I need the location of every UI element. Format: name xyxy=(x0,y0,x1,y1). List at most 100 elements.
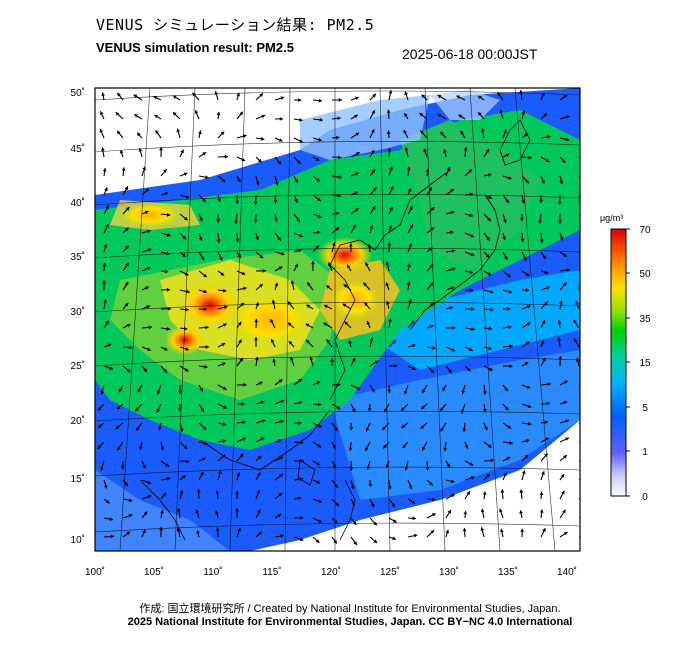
wind-arrow-head xyxy=(386,301,390,305)
wind-arrow-head xyxy=(143,368,147,372)
wind-arrow-head xyxy=(124,281,129,286)
wind-arrow-head xyxy=(521,110,526,115)
wind-arrow-head xyxy=(255,302,260,306)
wind-arrow-head xyxy=(463,147,468,151)
wind-arrow-head xyxy=(485,254,490,258)
wind-arrow-head xyxy=(470,233,474,238)
wind-arrow-head xyxy=(366,466,371,470)
wind-arrow-head xyxy=(488,346,492,351)
wind-arrow-head xyxy=(430,302,434,307)
wind-arrow-head xyxy=(437,95,442,99)
wind-arrow-head xyxy=(326,339,330,343)
wind-arrow-head xyxy=(527,421,532,426)
wind-arrow-head xyxy=(241,271,246,275)
wind-arrow-head xyxy=(222,422,227,427)
wind-arrow-head xyxy=(258,381,263,386)
wind-arrow-head xyxy=(235,200,240,205)
colorbar: μg/m³ 70 50 35 15 5 1 0 xyxy=(600,213,651,503)
wind-arrow-head xyxy=(99,128,104,133)
wind-arrow-head xyxy=(254,337,258,341)
wind-arrow-head xyxy=(176,527,181,532)
wind-arrow-head xyxy=(432,346,436,350)
wind-arrow-head xyxy=(558,220,562,224)
wind-arrow-head xyxy=(332,464,337,469)
wind-arrow-head xyxy=(178,390,182,394)
wind-arrow-head xyxy=(143,511,148,516)
wind-arrow-head xyxy=(521,200,526,204)
wind-arrow-head xyxy=(272,358,277,363)
pm25-field xyxy=(95,88,586,551)
wind-arrow-head xyxy=(337,116,341,121)
wind-arrow-head xyxy=(429,264,434,268)
wind-arrow-head xyxy=(159,147,163,151)
wind-arrow-head xyxy=(256,489,261,494)
wind-arrow-head xyxy=(505,153,510,158)
wind-arrow-head xyxy=(309,356,314,361)
copyright-line: 2025 National Institute for Environmenta… xyxy=(127,616,573,628)
wind-arrow-head xyxy=(367,408,372,412)
wind-arrow-head xyxy=(166,326,171,331)
wind-arrow-head xyxy=(507,273,511,278)
wind-arrow-head xyxy=(545,437,550,442)
wind-arrow-head xyxy=(155,130,159,134)
wind-arrow-head xyxy=(540,340,545,344)
wind-arrow-head xyxy=(317,230,321,235)
wind-arrow-head xyxy=(319,117,323,122)
wind-arrow-head xyxy=(101,92,105,96)
wind-arrow-head xyxy=(559,237,564,241)
wind-arrow-head xyxy=(307,282,311,286)
wind-arrow-head xyxy=(334,427,338,431)
wind-arrow-head xyxy=(451,249,456,253)
wind-arrow-head xyxy=(241,157,246,162)
wind-arrow-head xyxy=(336,405,341,410)
wind-arrow-head xyxy=(235,490,240,495)
wind-arrow-head xyxy=(429,481,433,486)
wind-arrow-head xyxy=(364,302,368,307)
wind-arrow-head xyxy=(159,527,163,531)
wind-arrow-head xyxy=(261,419,266,423)
wind-arrow-head xyxy=(425,467,430,471)
wind-arrow-head xyxy=(306,304,311,309)
wind-arrow-head xyxy=(387,148,392,152)
wind-arrow-head xyxy=(318,519,322,523)
wind-arrow-head xyxy=(371,129,375,133)
wind-arrow-head xyxy=(353,541,357,545)
wind-arrow-head xyxy=(196,530,200,534)
wind-arrow-head xyxy=(372,187,377,192)
wind-arrow-head xyxy=(215,527,220,531)
wind-arrow-head xyxy=(204,441,208,446)
wind-arrow-head xyxy=(504,406,509,411)
timestamp: 2025-06-18 00:00JST xyxy=(402,46,538,62)
lon-label-115: 115˚ xyxy=(262,566,281,578)
wind-arrow-head xyxy=(335,211,339,216)
wind-arrow-head xyxy=(450,230,454,235)
wind-arrow-head xyxy=(158,426,162,431)
wind-arrow-head xyxy=(466,367,471,372)
wind-arrow-head xyxy=(344,321,349,326)
wind-arrow-head xyxy=(450,286,455,290)
wind-arrow-head xyxy=(528,155,532,160)
wind-arrow-head xyxy=(215,490,220,494)
wind-arrow-head xyxy=(445,529,450,534)
wind-arrow-head xyxy=(121,167,126,171)
wind-arrow-head xyxy=(298,421,302,425)
wind-arrow-head xyxy=(507,307,511,311)
wind-arrow-head xyxy=(464,445,469,449)
wind-arrow-head xyxy=(504,387,508,392)
wind-arrow-head xyxy=(147,248,152,252)
wind-arrow-head xyxy=(281,251,285,256)
wind-arrow-head xyxy=(471,307,475,312)
wind-arrow-head xyxy=(422,389,426,394)
wind-arrow-head xyxy=(382,426,386,431)
wind-arrow-head xyxy=(163,368,167,373)
wind-arrow-head xyxy=(128,498,133,503)
wind-arrow-head xyxy=(507,425,512,429)
wind-arrow-head xyxy=(404,466,409,471)
wind-arrow-head xyxy=(562,282,567,287)
wind-arrow-head xyxy=(218,470,222,475)
wind-arrow-head xyxy=(461,390,466,395)
wind-arrow-head xyxy=(582,380,586,384)
wind-arrow-head xyxy=(105,224,109,228)
wind-arrow-head xyxy=(318,214,322,219)
wind-arrow-head xyxy=(519,90,523,94)
